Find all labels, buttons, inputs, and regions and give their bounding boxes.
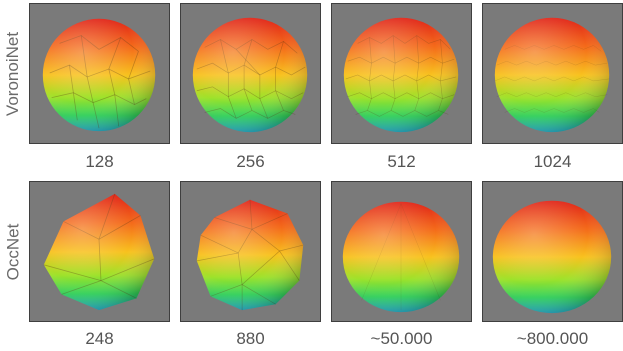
sphere-panel-occnet-248 [29, 181, 170, 322]
sphere-render [43, 193, 155, 311]
sphere-panel-voronoinet-512 [331, 3, 472, 144]
sphere-render [342, 201, 460, 313]
sphere-render [492, 200, 612, 314]
row-label-occnet: OccNet [3, 223, 22, 280]
sphere-render [192, 17, 308, 133]
sphere-render [42, 18, 156, 132]
caption-voronoinet-512: 512 [387, 152, 416, 171]
sphere-panel-voronoinet-256 [180, 3, 321, 144]
sphere-panel-occnet-880 [180, 181, 321, 322]
caption-voronoinet-128: 128 [85, 152, 114, 171]
sphere-render [196, 199, 304, 311]
sphere-panel-voronoinet-128 [29, 3, 170, 144]
caption-voronoinet-1024: 1024 [533, 152, 572, 171]
sphere-panel-occnet-800000 [482, 181, 623, 322]
caption-voronoinet-256: 256 [236, 152, 265, 171]
sphere-panel-voronoinet-1024 [482, 3, 623, 144]
row-label-voronoinet: VoronoiNet [3, 31, 22, 116]
sphere-panel-occnet-50000 [331, 181, 472, 322]
caption-occnet-248: 248 [85, 329, 114, 348]
sphere-render [494, 17, 610, 133]
caption-occnet-50000: ~50.000 [370, 329, 433, 348]
sphere-render [343, 17, 459, 133]
caption-occnet-880: 880 [236, 329, 265, 348]
caption-occnet-800000: ~800.000 [516, 329, 589, 348]
